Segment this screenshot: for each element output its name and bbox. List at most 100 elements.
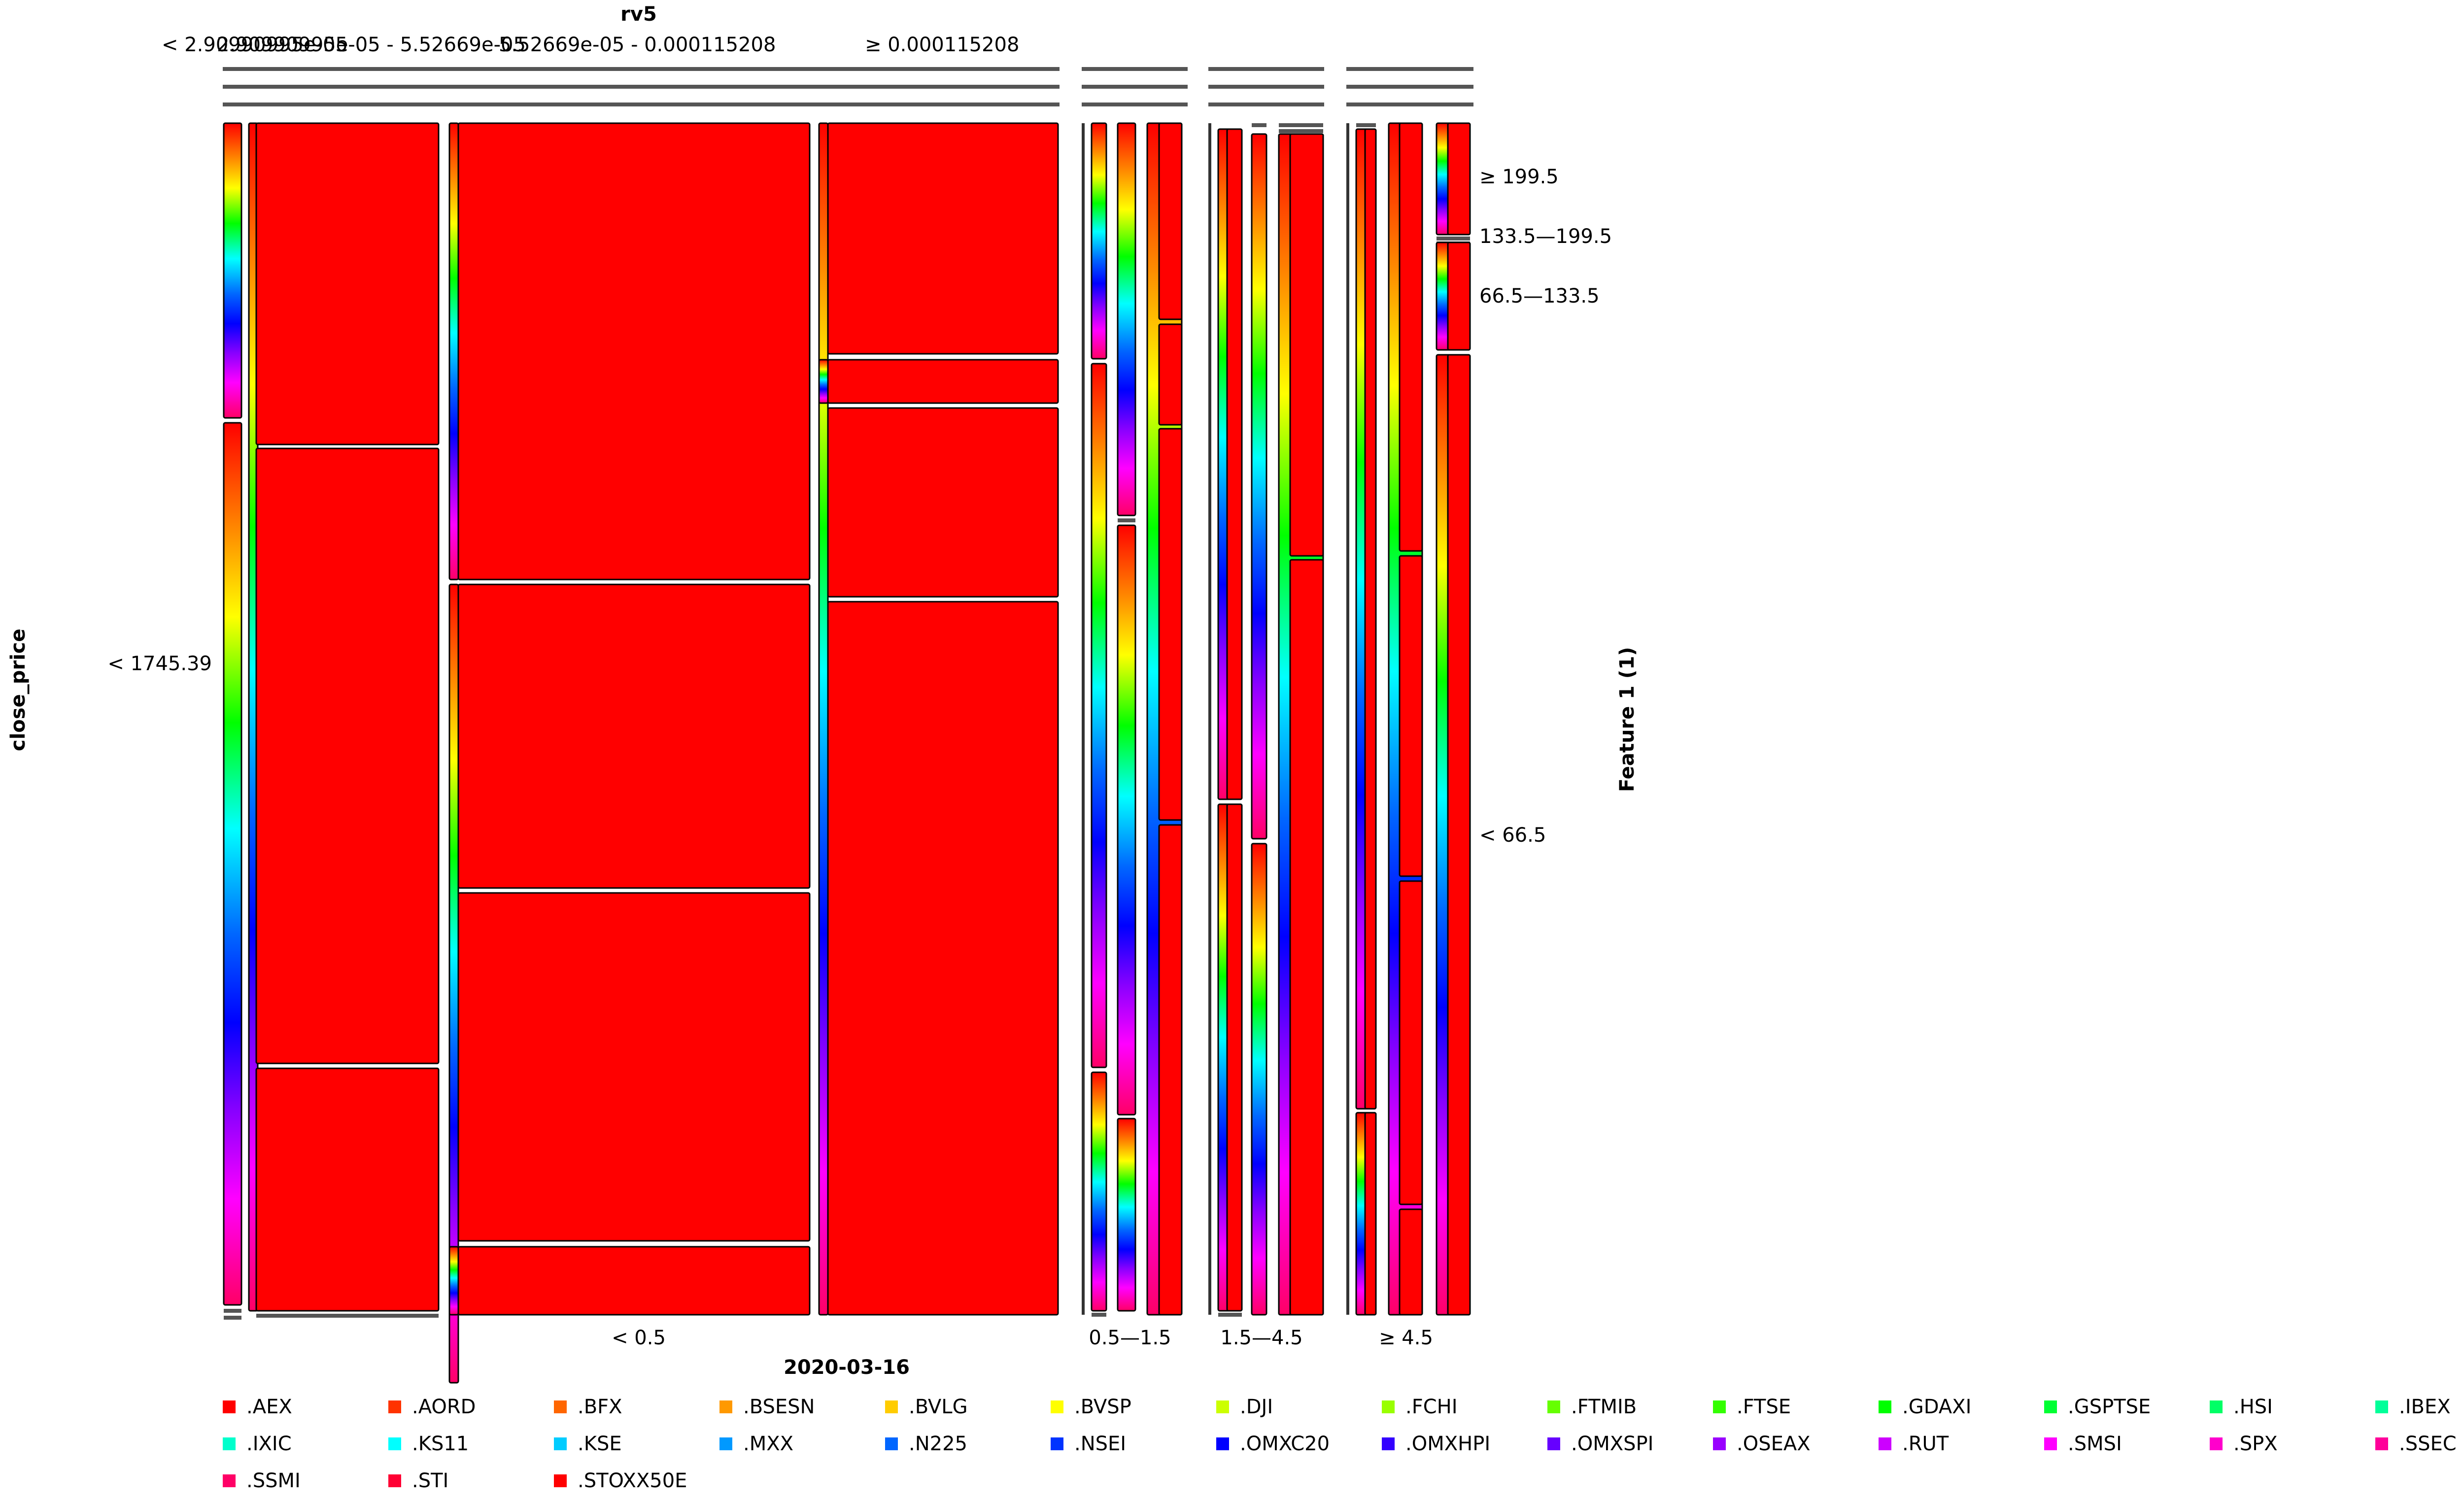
legend-label: .BSESN [743, 1396, 815, 1418]
legend-item: .SPX [2210, 1429, 2278, 1459]
legend-label: .BFX [578, 1396, 622, 1418]
empty-cell-marker [223, 67, 1060, 71]
legend-label: .IBEX [2399, 1396, 2451, 1418]
legend-swatch [388, 1474, 401, 1487]
legend-item: .NSEI [1051, 1429, 1126, 1459]
mosaic-tile [1226, 803, 1243, 1312]
mosaic-strip [223, 422, 242, 1306]
bottom-category-label: 1.5—4.5 [1220, 1327, 1302, 1349]
mosaic-tile [457, 122, 811, 580]
mosaic-tile [1364, 1112, 1377, 1316]
mosaic-tile [255, 1067, 440, 1312]
legend-swatch [1216, 1400, 1229, 1413]
mosaic-tile [457, 892, 811, 1242]
legend-label: .N225 [909, 1433, 967, 1455]
legend-item: .FCHI [1382, 1392, 1458, 1422]
legend-item: .OSEAX [1713, 1429, 1811, 1459]
top-category-label: 5.52669e-05 - 0.000115208 [499, 34, 776, 56]
empty-cell-marker [1082, 67, 1188, 71]
legend-swatch [388, 1400, 401, 1413]
legend-item: .AORD [388, 1392, 476, 1422]
legend-label: .IXIC [246, 1433, 292, 1455]
left-axis-title: close_price [7, 629, 30, 751]
empty-cell-marker [224, 1316, 241, 1320]
legend-item: .BFX [554, 1392, 622, 1422]
legend-label: .HSI [2233, 1396, 2273, 1418]
legend-swatch [388, 1437, 401, 1450]
legend-swatch [554, 1400, 567, 1413]
empty-cell-marker [1346, 67, 1473, 71]
legend-item: .OMXSPI [1547, 1429, 1653, 1459]
legend-swatch [1879, 1400, 1891, 1413]
bottom-axis-title: 2020-03-16 [784, 1356, 910, 1379]
mosaic-tile [1399, 555, 1423, 877]
legend-label: .KS11 [412, 1433, 469, 1455]
mosaic-tiles [223, 67, 1473, 1384]
legend-label: .AORD [412, 1396, 476, 1418]
legend-label: .SPX [2233, 1433, 2278, 1455]
legend-swatch [719, 1437, 732, 1450]
legend-swatch [1547, 1437, 1560, 1450]
legend-swatch [1216, 1437, 1229, 1450]
mosaic-tile [827, 601, 1059, 1316]
legend-swatch [554, 1474, 567, 1487]
empty-cell-marker [224, 1309, 241, 1313]
mosaic-strip [1117, 122, 1136, 516]
legend-label: .OMXSPI [1571, 1433, 1654, 1455]
mosaic-strip [1091, 363, 1107, 1068]
legend-swatch [1713, 1437, 1726, 1450]
legend-swatch [1051, 1437, 1063, 1450]
right-category-label: < 66.5 [1479, 824, 1546, 847]
legend-item: .BVLG [885, 1392, 968, 1422]
mosaic-strip [1091, 122, 1107, 360]
legend-swatch [223, 1474, 236, 1487]
empty-cell-marker [1218, 1313, 1242, 1317]
bottom-category-label: ≥ 4.5 [1379, 1327, 1433, 1349]
mosaic-tile [1364, 128, 1377, 1110]
legend-label: .GSPTSE [2068, 1396, 2151, 1418]
mosaic-tile [827, 407, 1059, 598]
legend-label: .SSEC [2399, 1433, 2457, 1455]
legend-item: .AEX [223, 1392, 292, 1422]
mosaic-strip [1251, 843, 1267, 1316]
mosaic-tile [1399, 1208, 1423, 1316]
mosaic-strip [1117, 1118, 1136, 1312]
legend-item: .KS11 [388, 1429, 469, 1459]
legend-item: .OMXC20 [1216, 1429, 1330, 1459]
legend-item: .RUT [1879, 1429, 1949, 1459]
legend-label: .FTSE [1737, 1396, 1791, 1418]
legend-swatch [2044, 1437, 2057, 1450]
legend-swatch [885, 1400, 898, 1413]
top-category-label: 2.90990995e-05 - 5.52669e-05 [217, 34, 526, 56]
mosaic-tile [1158, 122, 1183, 320]
legend-swatch [2210, 1437, 2223, 1450]
mosaic-strip [448, 1246, 459, 1316]
legend-label: .SSMI [246, 1469, 301, 1492]
left-category-label: < 1745.39 [107, 652, 212, 675]
legend-label: .GDAXI [1902, 1396, 1972, 1418]
legend-label: .KSE [578, 1433, 622, 1455]
legend-label: .SMSI [2068, 1433, 2122, 1455]
mosaic-tile [1226, 128, 1243, 800]
legend-label: .MXX [743, 1433, 794, 1455]
empty-cell-marker [1118, 518, 1135, 522]
legend-item: .GSPTSE [2044, 1392, 2151, 1422]
empty-cell-marker [1346, 102, 1473, 106]
mosaic-tile [1399, 122, 1423, 552]
mosaic-tile [1158, 428, 1183, 821]
mosaic-tile [1399, 880, 1423, 1205]
legend-swatch [2375, 1400, 2388, 1413]
right-category-label: ≥ 199.5 [1479, 166, 1559, 188]
legend-swatch [2210, 1400, 2223, 1413]
mosaic-tile [255, 447, 440, 1064]
legend-label: .OMXHPI [1405, 1433, 1491, 1455]
mosaic-tile [255, 122, 440, 445]
legend-label: .NSEI [1074, 1433, 1127, 1455]
legend-label: .FCHI [1405, 1396, 1458, 1418]
top-category-label: < 2.90990995e-05 [162, 34, 348, 56]
legend-swatch [1382, 1437, 1395, 1450]
legend-item: .HSI [2210, 1392, 2273, 1422]
legend-swatch [1547, 1400, 1560, 1413]
mosaic-strip [1117, 524, 1136, 1116]
empty-cell-marker [1082, 102, 1188, 106]
